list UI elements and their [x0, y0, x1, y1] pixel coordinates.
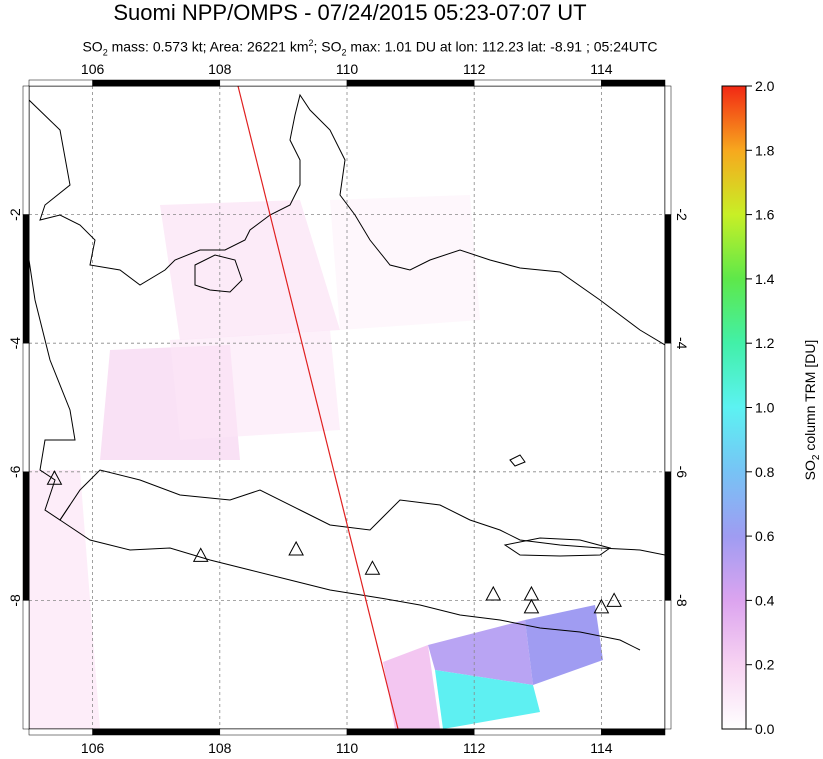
lon-tick-label-bottom: 106 [81, 740, 105, 756]
coastline-bawean [509, 454, 526, 467]
coastline-java-south [59, 519, 641, 651]
lon-tick-label-top: 114 [590, 61, 613, 77]
frame-bar-bottom [473, 728, 602, 736]
lon-tick-label-top: 108 [208, 61, 232, 77]
so2-swath-light [383, 645, 440, 729]
frame-bar-top [473, 79, 602, 87]
map-subtitle: SO2 mass: 0.573 kt; Area: 26221 km2; SO2… [0, 34, 740, 61]
frame-bar-top [28, 79, 93, 87]
map-frame-bars [22, 79, 672, 736]
colorbar-tick-label: 1.8 [755, 142, 775, 158]
colorbar-tick-label: 1.2 [755, 335, 775, 351]
lat-tick-label-right: -6 [674, 466, 690, 479]
frame-bar-right [664, 342, 672, 473]
frame-bar-top [346, 79, 475, 87]
colorbar-tick-label: 1.6 [755, 207, 775, 223]
frame-bar-left [22, 342, 30, 473]
lat-tick-label-left: -2 [7, 208, 23, 221]
triangle-icon [593, 598, 610, 614]
subtitle-part: SO [82, 38, 103, 55]
frame-bar-top [92, 79, 221, 87]
lat-tick-label-right: -4 [674, 337, 690, 350]
frame-bar-right [664, 214, 672, 344]
coastline-belitung [194, 254, 243, 293]
triangle-icon [523, 585, 540, 601]
frame-bar-right [664, 471, 672, 601]
frame-bar-bottom [28, 728, 93, 736]
lon-tick-label-top: 110 [336, 61, 359, 77]
coastline-borneo [29, 86, 665, 346]
colorbar-tick-label: 0.0 [755, 721, 775, 737]
triangle-icon [606, 592, 622, 607]
so2-swath-faint [330, 195, 480, 330]
so2-swath-medium [525, 605, 603, 685]
frame-bar-top [601, 79, 666, 87]
frame-bar-bottom [346, 728, 475, 736]
map-title: Suomi NPP/OMPS - 07/24/2015 05:23-07:07 … [113, 0, 587, 25]
frame-bar-bottom [601, 728, 666, 736]
subtitle-subscript: 2 [102, 47, 108, 58]
lon-tick-label-bottom: 112 [463, 740, 486, 756]
so2-swath-faint [29, 470, 100, 729]
subtitle-part: ; SO [313, 38, 342, 55]
lon-tick-label-bottom: 108 [208, 740, 232, 756]
subtitle-part: mass: 0.573 kt; Area: 26221 km [107, 38, 309, 55]
colorbar-label: SO2 column TRM [DU] [802, 340, 822, 481]
lon-tick-label-bottom: 110 [336, 740, 359, 756]
triangle-icon [485, 585, 502, 601]
triangle-icon [46, 470, 63, 485]
triangle-icon [523, 598, 540, 614]
coastline-java-north [59, 469, 665, 556]
lon-tick-label-top: 112 [463, 61, 486, 77]
frame-bar-left [22, 214, 30, 344]
coastline-sumatra [29, 259, 76, 521]
frame-bar-right [664, 600, 672, 730]
colorbar-tick-label: 0.2 [755, 657, 775, 673]
colorbar-tick-label: 1.4 [755, 271, 775, 287]
lon-tick-label-top: 106 [81, 61, 105, 77]
coastline-madura [503, 537, 612, 557]
lat-tick-label-left: -6 [7, 465, 23, 478]
so2-swath-high [435, 670, 540, 729]
frame-bar-right [664, 85, 672, 215]
frame-bar-left [22, 600, 30, 730]
colorbar-tick-label: 0.8 [755, 464, 775, 480]
subtitle-part: max: 1.01 DU at lon: 112.23 lat: -8.91 ;… [346, 38, 658, 55]
so2-swath-faint [160, 200, 340, 340]
colorbar-tick-label: 2.0 [755, 78, 775, 94]
colorbar-tick-label: 1.0 [755, 400, 775, 416]
frame-bar-top [219, 79, 348, 87]
frame-bar-left [22, 85, 30, 215]
subtitle-subscript: 2 [341, 47, 347, 58]
coastline-layer [29, 86, 665, 651]
frame-bar-left [22, 471, 30, 601]
graticule [29, 86, 665, 729]
colorbar-ticks: 0.0 0.2 0.4 0.6 0.8 1.0 1.2 1.4 1.6 1.8 2.0 [746, 78, 775, 737]
so2-swath-faint [170, 330, 340, 440]
subtitle-superscript: 2 [308, 38, 314, 48]
triangle-icon [288, 540, 304, 556]
lon-tick-label-bottom: 114 [590, 740, 613, 756]
so2-swath-layer [29, 195, 603, 729]
lat-tick-label-right: -8 [674, 594, 690, 607]
frame-bar-bottom [92, 728, 221, 736]
orbit-track-line [237, 85, 399, 730]
map-tick-labels: 106 106 108 108 110 110 112 112 114 114 -2 -2 -4 -4 -6… [7, 61, 690, 756]
lat-tick-label-right: -2 [674, 208, 690, 221]
colorbar [721, 85, 747, 730]
frame-bar-bottom [219, 728, 348, 736]
volcano-markers [46, 470, 622, 614]
so2-swath-medium [428, 620, 533, 685]
lat-tick-label-left: -8 [7, 594, 23, 607]
triangle-icon [192, 547, 209, 562]
colorbar-tick-label: 0.4 [755, 592, 775, 608]
lat-tick-label-left: -4 [7, 337, 23, 350]
triangle-icon [364, 560, 381, 575]
colorbar-tick-label: 0.6 [755, 528, 775, 544]
